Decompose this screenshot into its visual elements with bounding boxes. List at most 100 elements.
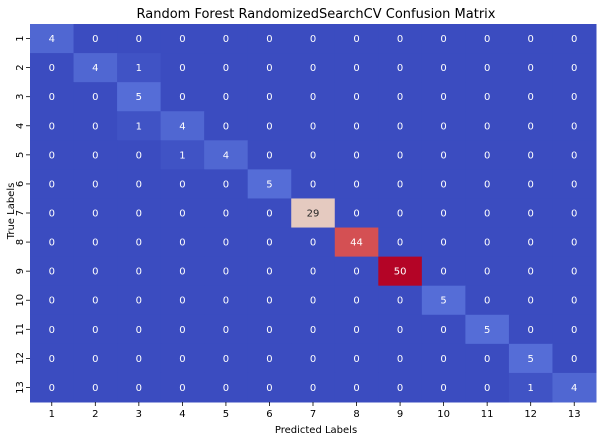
- heatmap-cell-r10-c4: [160, 285, 205, 316]
- heatmap-cell-r5-c1: [30, 140, 75, 170]
- heatmap-cell-r11-c12: [508, 314, 553, 345]
- cell-value-r11-c12: 0: [528, 325, 534, 336]
- heatmap-cell-r11-c8: [334, 314, 379, 345]
- heatmap-cell-r12-c7: [291, 343, 336, 374]
- heatmap-cell-r8-c13: [552, 227, 597, 258]
- cell-value-r11-c3: 0: [136, 325, 142, 336]
- heatmap-cell-r13-c8: [334, 372, 379, 403]
- heatmap-cell-r9-c6: [247, 256, 292, 287]
- cell-value-r13-c2: 0: [92, 383, 98, 394]
- heatmap-cell-r9-c11: [465, 256, 510, 287]
- cell-value-r1-c10: 0: [440, 34, 446, 45]
- cell-value-r12-c9: 0: [397, 354, 403, 365]
- heatmap-cell-r2-c7: [291, 53, 336, 83]
- cell-value-r8-c1: 0: [49, 238, 55, 249]
- cell-value-r5-c3: 0: [136, 150, 142, 161]
- heatmap-cell-r2-c13: [552, 53, 597, 83]
- heatmap-cell-r4-c8: [334, 111, 379, 141]
- cell-value-r8-c9: 0: [397, 238, 403, 249]
- heatmap-cell-r6-c8: [334, 169, 379, 199]
- cell-value-r8-c11: 0: [484, 238, 490, 249]
- heatmap-cell-r13-c6: [247, 372, 292, 403]
- cell-value-r10-c6: 0: [266, 296, 272, 307]
- cell-value-r10-c12: 0: [528, 296, 534, 307]
- cell-value-r12-c7: 0: [310, 354, 316, 365]
- heatmap-cell-r10-c10: [421, 285, 466, 316]
- heatmap-cell-r10-c13: [552, 285, 597, 316]
- cell-value-r10-c8: 0: [353, 296, 359, 307]
- cell-value-r4-c3: 1: [136, 121, 142, 132]
- cell-value-r13-c9: 0: [397, 383, 403, 394]
- heatmap-cell-r4-c5: [204, 111, 249, 141]
- heatmap-cell-r11-c7: [291, 314, 336, 345]
- heatmap-cell-r2-c9: [378, 53, 423, 83]
- y-tick-label-9: 9: [15, 268, 26, 274]
- heatmap-cell-r12-c3: [117, 343, 162, 374]
- cell-value-r5-c1: 0: [49, 150, 55, 161]
- cell-value-r10-c10: 5: [440, 296, 446, 307]
- cell-value-r13-c7: 0: [310, 383, 316, 394]
- heatmap-cell-r1-c2: [73, 24, 118, 54]
- cell-value-r9-c6: 0: [266, 267, 272, 278]
- cell-value-r13-c3: 0: [136, 383, 142, 394]
- heatmap-cell-r5-c3: [117, 140, 162, 170]
- heatmap-cell-r7-c10: [421, 198, 466, 229]
- cell-value-r12-c5: 0: [223, 354, 229, 365]
- heatmap-cell-r9-c2: [73, 256, 118, 287]
- cell-value-r7-c6: 0: [266, 209, 272, 220]
- heatmap-cell-r7-c4: [160, 198, 205, 229]
- cell-value-r13-c6: 0: [266, 383, 272, 394]
- heatmap-cell-r11-c5: [204, 314, 249, 345]
- heatmap-cell-r1-c10: [421, 24, 466, 54]
- x-axis-ticks: 1 2 3 4 5 6 7 8 9 10 11 12 13: [49, 402, 581, 420]
- heatmap-cell-r2-c6: [247, 53, 292, 83]
- heatmap-cell-r1-c5: [204, 24, 249, 54]
- cell-value-r3-c10: 0: [440, 92, 446, 103]
- cell-value-r4-c2: 0: [92, 121, 98, 132]
- cell-value-r12-c2: 0: [92, 354, 98, 365]
- heatmap-cell-r8-c8: [334, 227, 379, 258]
- heatmap-cell-r4-c10: [421, 111, 466, 141]
- heatmap-cell-r7-c7: [291, 198, 336, 229]
- heatmap-cell-r12-c8: [334, 343, 379, 374]
- heatmap-cell-r1-c13: [552, 24, 597, 54]
- cell-value-r9-c12: 0: [528, 267, 534, 278]
- heatmap-cell-r8-c12: [508, 227, 553, 258]
- heatmap-cell-r12-c10: [421, 343, 466, 374]
- cell-value-r10-c13: 0: [571, 296, 577, 307]
- heatmap-cell-r6-c10: [421, 169, 466, 199]
- heatmap-cell-r11-c1: [30, 314, 75, 345]
- heatmap-cell-r3-c13: [552, 82, 597, 112]
- heatmap-cell-r5-c8: [334, 140, 379, 170]
- heatmap-cell-r7-c8: [334, 198, 379, 229]
- heatmap-cell-r12-c12: [508, 343, 553, 374]
- cell-value-r1-c4: 0: [179, 34, 185, 45]
- heatmap-cell-r13-c10: [421, 372, 466, 403]
- heatmap-cell-r9-c3: [117, 256, 162, 287]
- cell-value-r3-c7: 0: [310, 92, 316, 103]
- cell-value-r9-c9: 50: [394, 267, 407, 278]
- heatmap-cell-r2-c2: [73, 53, 118, 83]
- heatmap-cell-r6-c13: [552, 169, 597, 199]
- heatmap-cell-r4-c1: [30, 111, 75, 141]
- cell-value-r1-c8: 0: [353, 34, 359, 45]
- cell-value-r2-c4: 0: [179, 63, 185, 74]
- cell-value-r4-c13: 0: [571, 121, 577, 132]
- heatmap-cell-r12-c4: [160, 343, 205, 374]
- heatmap-cell-r6-c2: [73, 169, 118, 199]
- cell-value-r3-c12: 0: [528, 92, 534, 103]
- cell-value-r12-c6: 0: [266, 354, 272, 365]
- heatmap-cell-r8-c2: [73, 227, 118, 258]
- heatmap-cell-r1-c12: [508, 24, 553, 54]
- heatmap-cell-r3-c6: [247, 82, 292, 112]
- cell-value-r3-c5: 0: [223, 92, 229, 103]
- heatmap-cell-r2-c3: [117, 53, 162, 83]
- cell-value-r9-c13: 0: [571, 267, 577, 278]
- cell-value-r9-c3: 0: [136, 267, 142, 278]
- cell-value-r5-c5: 4: [223, 150, 229, 161]
- cell-value-r5-c11: 0: [484, 150, 490, 161]
- heatmap-cell-r12-c13: [552, 343, 597, 374]
- heatmap-cell-r6-c9: [378, 169, 423, 199]
